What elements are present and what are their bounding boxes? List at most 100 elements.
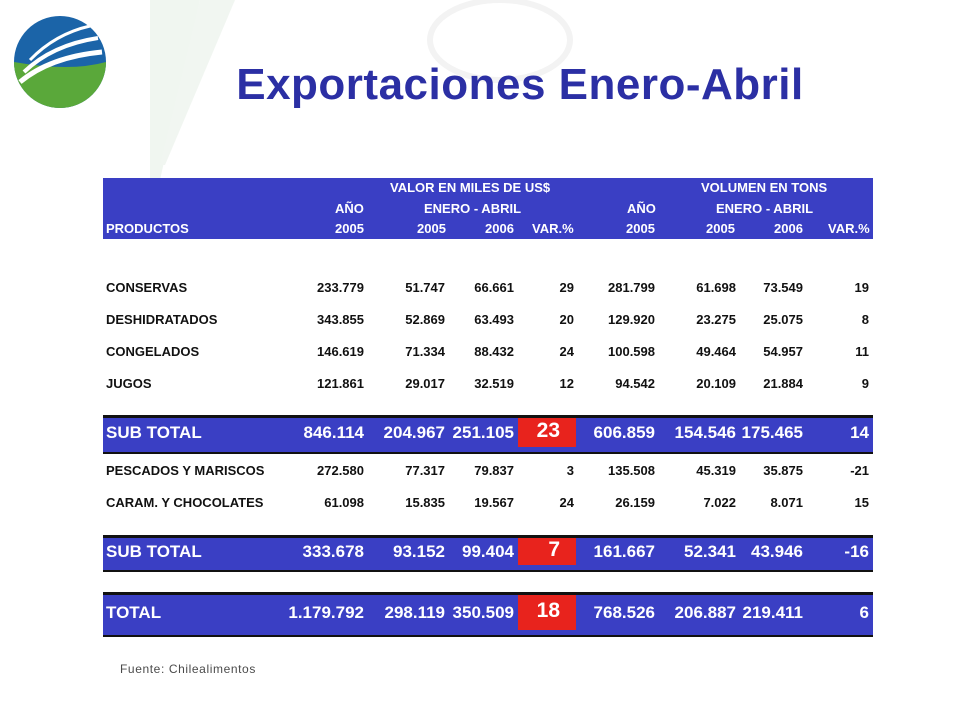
value-cell: 93.152	[393, 542, 445, 561]
variation-cell: 19	[854, 280, 869, 295]
variation-highlight	[518, 418, 576, 447]
value-cell: 272.580	[317, 463, 364, 478]
value-cell: 175.465	[741, 423, 803, 442]
value-cell: 281.799	[608, 280, 655, 295]
value-cell: 52.869	[405, 312, 445, 327]
value-cell: 21.884	[763, 376, 803, 391]
variation-cell: 8	[861, 312, 869, 327]
value-cell: 61.098	[324, 495, 364, 510]
product-name: CONSERVAS	[106, 280, 188, 295]
table-row: JUGOS 121.861 29.017 32.519 12 94.542 20.109 21…	[103, 373, 873, 395]
value-cell: 343.855	[317, 312, 364, 327]
value-cell: 99.404	[462, 542, 514, 561]
header-productos: PRODUCTOS	[106, 221, 189, 236]
subtotal-row: TOTAL 1.179.792 298.119 350.509 18 768.526 206…	[103, 592, 873, 637]
value-cell: 20.109	[696, 376, 736, 391]
header-2006-b: 2006	[774, 221, 803, 236]
value-cell: 52.341	[684, 542, 736, 561]
product-name: CARAM. Y CHOCOLATES	[106, 495, 264, 510]
value-cell: 135.508	[608, 463, 655, 478]
variation-highlight	[518, 595, 576, 630]
variation-cell: 20	[559, 312, 574, 327]
value-cell: 25.075	[763, 312, 803, 327]
header-var-b: VAR.%	[828, 221, 870, 236]
value-cell: 43.946	[751, 542, 803, 561]
value-cell: 7.022	[703, 495, 736, 510]
table-row: PESCADOS Y MARISCOS 272.580 77.317 79.837 3 1…	[103, 460, 873, 482]
slide-title: Exportaciones Enero-Abril	[236, 60, 804, 109]
value-cell: 233.779	[317, 280, 364, 295]
table-row: CARAM. Y CHOCOLATES 61.098 15.835 19.567 24 2…	[103, 492, 873, 514]
header-2005-d: 2005	[706, 221, 735, 236]
value-cell: 61.698	[696, 280, 736, 295]
value-cell: 26.159	[615, 495, 655, 510]
variation-cell: 6	[859, 603, 869, 622]
value-cell: 606.859	[593, 423, 655, 442]
variation-cell: 24	[559, 495, 574, 510]
variation-cell: 29	[559, 280, 574, 295]
value-cell: 35.875	[763, 463, 803, 478]
table-row: DESHIDRATADOS 343.855 52.869 63.493 20 129.92…	[103, 309, 873, 331]
variation-cell: -21	[850, 463, 869, 478]
header-ano-valor: AÑO	[335, 201, 364, 216]
subtotal-row: SUB TOTAL 333.678 93.152 99.404 7 161.667 52.3…	[103, 535, 873, 572]
header-2005-b: 2005	[417, 221, 446, 236]
product-name: DESHIDRATADOS	[106, 312, 218, 327]
variation-cell: 11	[855, 344, 869, 359]
value-cell: 154.546	[674, 423, 736, 442]
variation-cell: -16	[844, 542, 869, 561]
value-cell: 146.619	[317, 344, 364, 359]
variation-cell: 12	[559, 376, 574, 391]
table-header: VALOR EN MILES DE US$ VOLUMEN EN TONS AÑ…	[103, 178, 873, 239]
value-cell: 23.275	[696, 312, 736, 327]
product-name: JUGOS	[106, 376, 152, 391]
value-cell: 94.542	[615, 376, 655, 391]
value-cell: 206.887	[674, 603, 736, 622]
value-cell: 79.837	[474, 463, 514, 478]
product-name: TOTAL	[106, 603, 162, 622]
product-name: SUB TOTAL	[106, 542, 202, 561]
value-cell: 73.549	[763, 280, 803, 295]
subtotal-row: SUB TOTAL 846.114 204.967 251.105 23 606.859 1…	[103, 415, 873, 454]
header-ano-volumen: AÑO	[627, 201, 656, 216]
company-logo	[14, 16, 106, 108]
exports-table: VALOR EN MILES DE US$ VOLUMEN EN TONS AÑ…	[103, 178, 873, 637]
value-cell: 8.071	[770, 495, 803, 510]
value-cell: 100.598	[608, 344, 655, 359]
value-cell: 49.464	[696, 344, 736, 359]
value-cell: 204.967	[383, 423, 445, 442]
value-cell: 51.747	[405, 280, 445, 295]
value-cell: 32.519	[474, 376, 514, 391]
product-name: SUB TOTAL	[106, 423, 202, 442]
header-enero-abril-valor: ENERO - ABRIL	[424, 201, 522, 216]
header-enero-abril-volumen: ENERO - ABRIL	[716, 201, 814, 216]
value-cell: 77.317	[405, 463, 445, 478]
value-cell: 71.334	[405, 344, 445, 359]
header-volumen-group: VOLUMEN EN TONS	[701, 180, 828, 195]
value-cell: 63.493	[474, 312, 514, 327]
header-2006-a: 2006	[485, 221, 514, 236]
value-cell: 350.509	[452, 603, 514, 622]
source-note: Fuente: Chilealimentos	[120, 662, 256, 676]
value-cell: 298.119	[384, 603, 445, 622]
value-cell: 846.114	[303, 423, 364, 442]
value-cell: 1.179.792	[288, 603, 364, 622]
value-cell: 333.678	[302, 542, 364, 561]
variation-cell: 24	[559, 344, 574, 359]
variation-cell: 7	[548, 538, 560, 561]
variation-highlight	[518, 538, 576, 565]
variation-cell: 9	[861, 376, 869, 391]
variation-cell: 14	[850, 423, 869, 442]
value-cell: 88.432	[474, 344, 514, 359]
value-cell: 129.920	[608, 312, 655, 327]
variation-cell: 3	[566, 463, 574, 478]
product-name: CONGELADOS	[106, 344, 200, 359]
product-name: PESCADOS Y MARISCOS	[106, 463, 265, 478]
value-cell: 768.526	[593, 603, 655, 622]
header-2005-a: 2005	[335, 221, 364, 236]
value-cell: 161.667	[593, 542, 655, 561]
value-cell: 45.319	[696, 463, 736, 478]
variation-cell: 23	[536, 419, 560, 442]
variation-cell: 15	[854, 495, 869, 510]
